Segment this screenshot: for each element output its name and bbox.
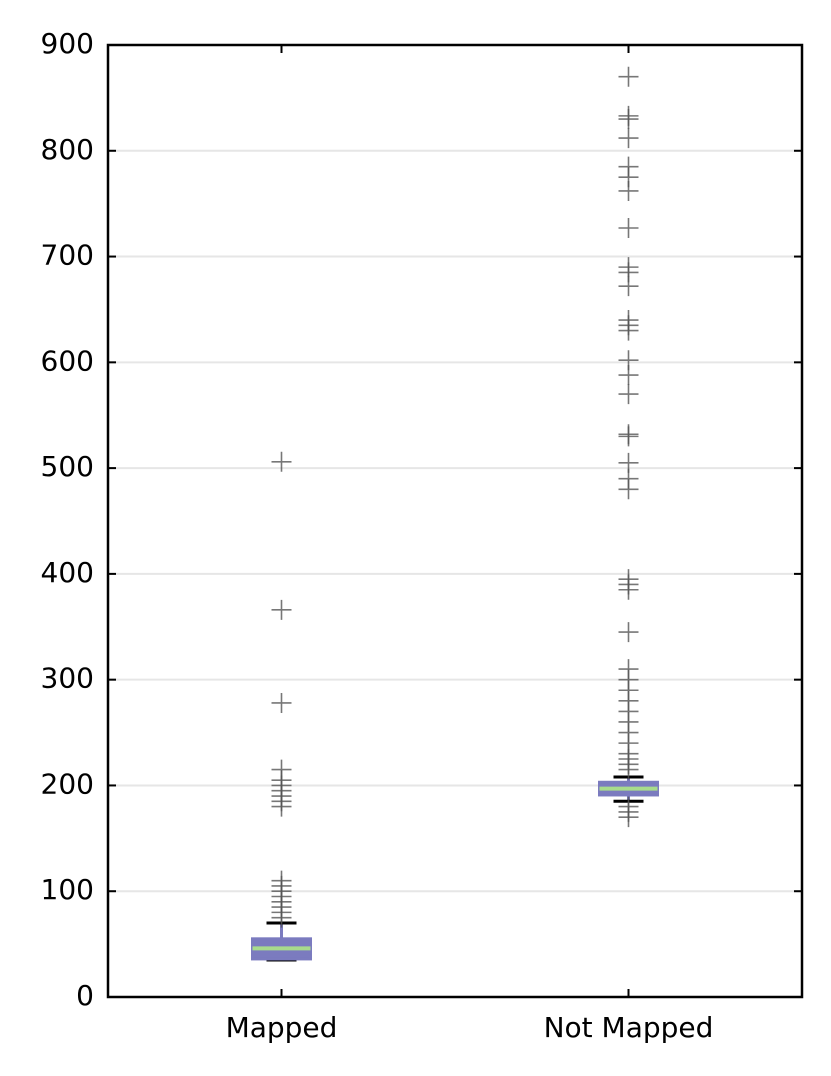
y-tick-label: 900 bbox=[41, 27, 94, 60]
y-tick-label: 300 bbox=[41, 662, 94, 695]
x-tick-label: Not Mapped bbox=[544, 1011, 714, 1044]
flier bbox=[618, 217, 639, 238]
flier bbox=[618, 424, 639, 445]
flier bbox=[618, 659, 639, 680]
flier bbox=[618, 622, 639, 643]
flier bbox=[618, 452, 639, 473]
flier bbox=[618, 66, 639, 87]
flier bbox=[271, 451, 292, 472]
y-tick-label: 400 bbox=[41, 556, 94, 589]
y-tick-label: 700 bbox=[41, 239, 94, 272]
y-tick-label: 200 bbox=[41, 767, 94, 800]
y-tick-label: 600 bbox=[41, 344, 94, 377]
flier bbox=[271, 870, 292, 891]
plot-frame bbox=[106, 43, 804, 999]
flier bbox=[618, 105, 639, 126]
flier bbox=[618, 257, 639, 278]
y-tick-label: 500 bbox=[41, 450, 94, 483]
flier bbox=[618, 350, 639, 371]
flier bbox=[271, 692, 292, 713]
flier bbox=[271, 759, 292, 780]
y-tick-label: 100 bbox=[41, 873, 94, 906]
flier bbox=[618, 796, 639, 817]
flier bbox=[618, 128, 639, 149]
flier bbox=[618, 156, 639, 177]
flier bbox=[618, 569, 639, 590]
flier bbox=[618, 384, 639, 405]
y-tick-label: 0 bbox=[76, 979, 94, 1012]
x-tick-label: Mapped bbox=[226, 1011, 338, 1044]
flier bbox=[618, 310, 639, 331]
flier bbox=[271, 599, 292, 620]
y-tick-label: 800 bbox=[41, 133, 94, 166]
